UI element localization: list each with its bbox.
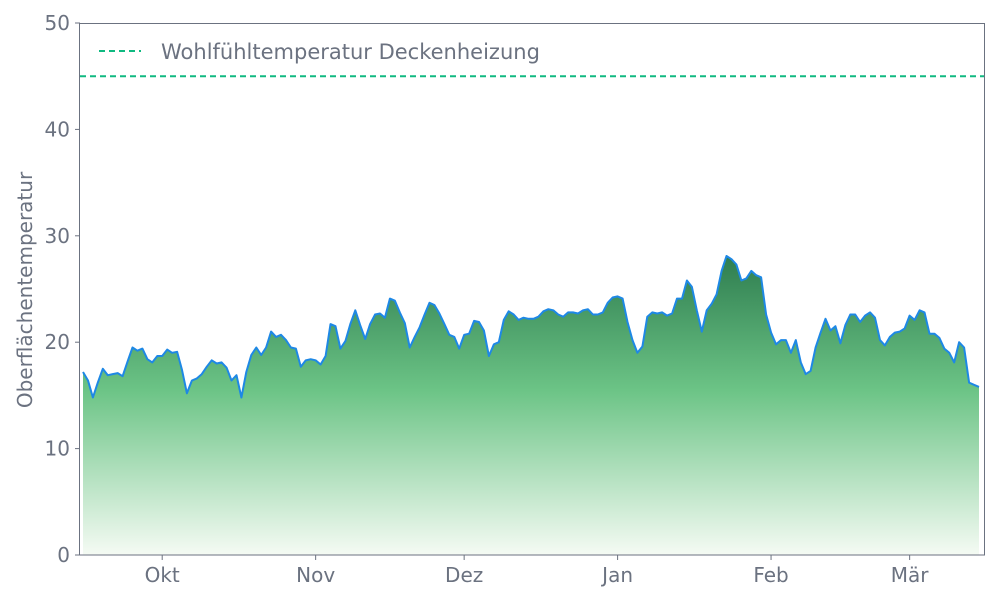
legend-label: Wohlfühltemperatur Deckenheizung [161,40,540,64]
x-tick-label: Okt [145,563,180,587]
y-tick-label: 0 [57,543,70,567]
x-axis: Okt Nov Dez Jan Feb Mär [145,555,930,587]
x-tick-label: Jan [600,563,633,587]
y-tick-label: 30 [45,224,70,248]
legend: Wohlfühltemperatur Deckenheizung [99,40,540,64]
y-tick-label: 40 [45,117,70,141]
y-axis: 0 10 20 30 40 50 [45,11,80,567]
y-tick-label: 10 [45,437,70,461]
x-tick-label: Dez [445,563,483,587]
x-tick-label: Feb [753,563,788,587]
x-tick-label: Mär [891,563,930,587]
y-tick-label: 20 [45,330,70,354]
x-tick-label: Nov [296,563,335,587]
area-layer [80,75,985,555]
plot-frame [79,23,985,556]
y-axis-label: Oberflächentemperatur [13,171,37,408]
series-line [82,255,980,399]
area-fill [83,256,979,555]
y-tick-label: 50 [45,11,70,35]
